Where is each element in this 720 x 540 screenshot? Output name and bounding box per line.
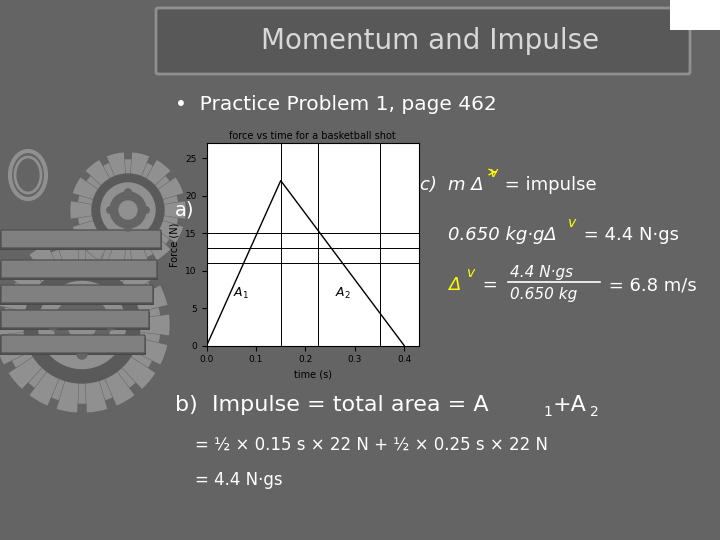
Circle shape <box>24 267 140 383</box>
Circle shape <box>78 160 178 260</box>
Wedge shape <box>82 325 168 365</box>
Circle shape <box>143 207 149 213</box>
Wedge shape <box>82 325 135 406</box>
Bar <box>670 0 720 30</box>
Text: m Δ: m Δ <box>448 176 484 194</box>
Circle shape <box>125 225 131 231</box>
Wedge shape <box>85 210 128 260</box>
Bar <box>0 287 154 305</box>
Wedge shape <box>128 210 150 268</box>
Wedge shape <box>73 210 128 243</box>
Text: $A_2$: $A_2$ <box>335 286 351 301</box>
Text: $A_1$: $A_1$ <box>233 286 249 301</box>
Circle shape <box>68 311 96 339</box>
Wedge shape <box>85 159 128 210</box>
X-axis label: time (s): time (s) <box>294 370 332 380</box>
Circle shape <box>77 291 87 301</box>
Text: = impulse: = impulse <box>499 176 597 194</box>
Wedge shape <box>128 159 171 210</box>
FancyBboxPatch shape <box>1 260 157 278</box>
Text: a): a) <box>175 200 194 219</box>
Wedge shape <box>82 261 156 325</box>
Text: 4.4 N·gs: 4.4 N·gs <box>510 265 573 280</box>
Text: c): c) <box>420 176 449 194</box>
Wedge shape <box>8 261 82 325</box>
Circle shape <box>38 281 125 368</box>
FancyBboxPatch shape <box>1 230 161 248</box>
Wedge shape <box>0 314 82 336</box>
Text: v: v <box>467 266 475 280</box>
Circle shape <box>125 189 131 195</box>
Text: = 6.8 m/s: = 6.8 m/s <box>603 276 697 294</box>
Wedge shape <box>128 210 184 243</box>
Circle shape <box>110 192 146 228</box>
Text: = ½ × 0.15 s × 22 N + ½ × 0.25 s × 22 N: = ½ × 0.15 s × 22 N + ½ × 0.25 s × 22 N <box>195 436 548 454</box>
Wedge shape <box>128 152 150 210</box>
Wedge shape <box>82 314 170 336</box>
Text: = 4.4 N·gs: = 4.4 N·gs <box>195 471 283 489</box>
Text: •  Practice Problem 1, page 462: • Practice Problem 1, page 462 <box>175 96 497 114</box>
Ellipse shape <box>15 157 41 193</box>
Circle shape <box>101 183 155 237</box>
Text: Δ: Δ <box>448 276 460 294</box>
Circle shape <box>4 247 160 403</box>
Circle shape <box>92 174 164 246</box>
Wedge shape <box>56 237 82 325</box>
Ellipse shape <box>10 151 46 199</box>
Wedge shape <box>82 325 108 413</box>
Wedge shape <box>73 177 128 210</box>
Text: b)  Impulse = total area = A: b) Impulse = total area = A <box>175 395 489 415</box>
Bar <box>0 337 146 355</box>
FancyBboxPatch shape <box>1 310 149 328</box>
Wedge shape <box>0 285 82 325</box>
Y-axis label: Force (N): Force (N) <box>170 222 180 267</box>
Circle shape <box>48 320 58 330</box>
Wedge shape <box>82 237 108 325</box>
Wedge shape <box>82 325 156 389</box>
Wedge shape <box>29 244 82 325</box>
Text: 2: 2 <box>590 405 599 419</box>
FancyBboxPatch shape <box>156 8 690 74</box>
Text: 1: 1 <box>543 405 552 419</box>
Text: =: = <box>477 276 503 294</box>
Text: +A: +A <box>553 395 587 415</box>
Wedge shape <box>128 177 184 210</box>
Wedge shape <box>29 325 82 406</box>
Wedge shape <box>8 325 82 389</box>
FancyBboxPatch shape <box>1 335 145 353</box>
Circle shape <box>119 201 137 219</box>
Wedge shape <box>107 152 128 210</box>
Circle shape <box>107 207 113 213</box>
Text: v: v <box>568 216 576 230</box>
Text: Momentum and Impulse: Momentum and Impulse <box>261 27 599 55</box>
Wedge shape <box>56 325 82 413</box>
Text: 0.650 kg: 0.650 kg <box>510 287 577 301</box>
Bar <box>0 262 158 280</box>
Bar <box>0 312 150 330</box>
Wedge shape <box>128 210 171 260</box>
Text: v: v <box>490 166 498 180</box>
Wedge shape <box>0 325 82 365</box>
Text: = 4.4 N·gs: = 4.4 N·gs <box>578 226 679 244</box>
Wedge shape <box>107 210 128 268</box>
Circle shape <box>77 349 87 359</box>
Text: 0.650 kg·gΔ: 0.650 kg·gΔ <box>448 226 557 244</box>
Wedge shape <box>128 201 186 219</box>
Bar <box>0 232 162 250</box>
FancyBboxPatch shape <box>1 285 153 303</box>
Wedge shape <box>82 244 135 325</box>
Wedge shape <box>70 201 128 219</box>
Wedge shape <box>82 285 168 325</box>
Circle shape <box>54 297 110 353</box>
Title: force vs time for a basketball shot: force vs time for a basketball shot <box>230 131 396 141</box>
Circle shape <box>106 320 116 330</box>
